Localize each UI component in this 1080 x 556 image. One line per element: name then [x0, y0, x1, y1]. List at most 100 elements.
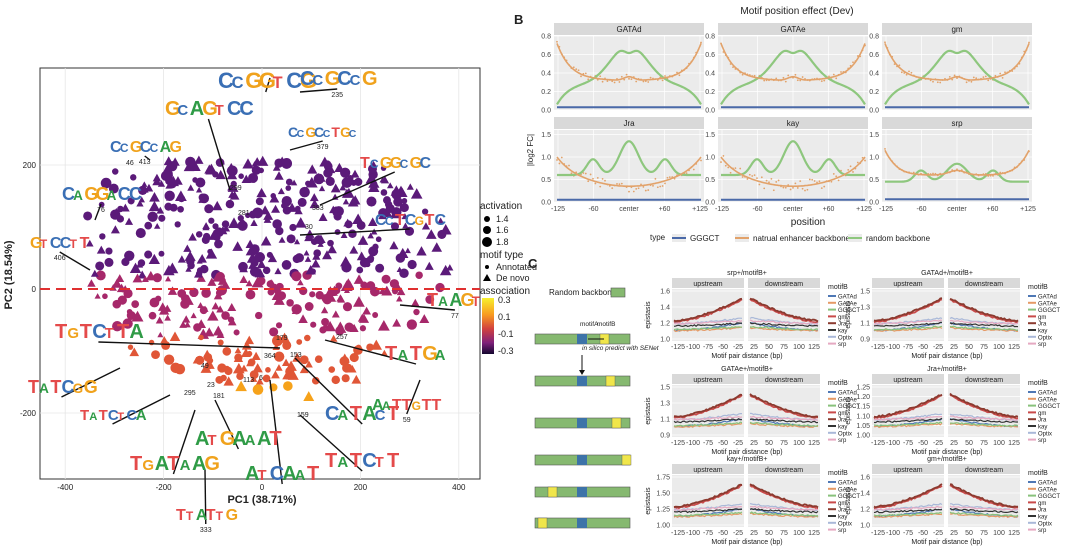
de-novo-point	[312, 252, 321, 260]
annotated-point	[407, 259, 417, 270]
motif-logo-letter: T	[55, 321, 67, 343]
epistasis-strip-label: downstream	[965, 467, 1003, 474]
de-novo-point	[304, 256, 312, 262]
epistasis-strip	[672, 278, 744, 288]
epistasis-legend-label: GGGCT	[1038, 308, 1060, 314]
annotated-point	[399, 203, 409, 213]
natural-backbone-point	[601, 177, 604, 180]
de-novo-point	[256, 259, 267, 269]
de-novo-point	[347, 196, 359, 207]
de-novo-point	[164, 314, 171, 321]
de-novo-point	[439, 264, 452, 276]
motif-logo-letter: T	[176, 507, 186, 524]
annotated-point	[155, 295, 162, 302]
natural-backbone-point	[746, 178, 749, 180]
annotated-point	[111, 168, 119, 175]
epistasis-x-tick: -125	[871, 440, 885, 447]
epistasis-legend-label: GGGCT	[1038, 494, 1060, 500]
annotated-point	[165, 176, 174, 185]
motif-logo-letter: G	[142, 457, 154, 474]
point-id-label: 6	[259, 375, 263, 382]
annotated-point	[342, 302, 353, 312]
annotated-point	[275, 226, 284, 236]
activation-size-medium	[483, 226, 491, 234]
motif-id-label: 406	[54, 255, 66, 262]
facet-x-tick: +125	[692, 206, 708, 213]
annotated-point	[224, 365, 230, 372]
natural-backbone-point	[724, 164, 727, 167]
motif-logo-letter: C	[286, 68, 302, 93]
motif-logo-letter: A	[257, 428, 271, 450]
natural-backbone-point	[982, 76, 985, 79]
de-novo-point	[309, 199, 320, 209]
motif-logo-letter: A	[337, 454, 348, 471]
epistasis-legend-title: motifB	[828, 284, 848, 291]
facet-strip	[882, 117, 1032, 129]
annotated-point	[174, 221, 181, 228]
de-novo-point	[216, 305, 225, 313]
motif-logo-letter: A	[136, 407, 147, 424]
de-novo-point	[179, 320, 187, 328]
epistasis-strip	[872, 278, 944, 288]
motif-logo-letter: T	[167, 453, 179, 475]
epistasis-legend-label: gm	[1038, 501, 1046, 507]
motif-logo-letter: T	[50, 377, 61, 397]
activation-size-large	[482, 237, 492, 247]
epistasis-series-line	[873, 421, 943, 428]
de-novo-point	[397, 247, 409, 258]
annotated-point	[328, 366, 336, 373]
natural-backbone-point	[618, 81, 621, 83]
y-tick-label: 200	[23, 161, 37, 170]
motif-logo-letter: A	[129, 321, 143, 343]
annotated-point	[309, 291, 316, 298]
motifB-block	[605, 375, 616, 387]
assoc-tick-4: -0.3	[498, 346, 514, 356]
motif-logo-letter: T	[395, 212, 405, 229]
de-novo-point	[229, 190, 240, 200]
annotated-point	[345, 363, 352, 371]
annotated-point	[195, 231, 203, 238]
natural-backbone-point	[804, 189, 806, 192]
epistasis-y-tick: 1.5	[860, 289, 870, 296]
natural-backbone-point	[772, 189, 775, 192]
epistasis-x-tick: 125	[1008, 440, 1020, 447]
de-novo-point	[362, 306, 371, 315]
motifB-block	[611, 417, 622, 429]
de-novo-point	[410, 188, 423, 199]
de-novo-point	[352, 213, 364, 225]
natural-backbone-point	[572, 66, 575, 69]
point-id-label: 295	[184, 390, 196, 397]
annotated-marker	[485, 265, 489, 269]
annotated-point	[199, 264, 209, 274]
epistasis-series-line	[873, 319, 943, 325]
motif-logo-letter: C	[218, 68, 234, 93]
motif-logo-letter: C	[120, 141, 129, 155]
facet-strip	[554, 23, 704, 35]
motif-logo-letter: A	[155, 453, 169, 475]
motif-logo-letter: C	[435, 212, 447, 229]
epistasis-x-tick: -125	[671, 344, 685, 351]
de-novo-point	[197, 302, 204, 308]
motif-logo-letter: A	[397, 347, 408, 364]
annotated-point	[380, 165, 387, 171]
annotated-point	[265, 367, 271, 373]
epistasis-x-tick: 50	[765, 440, 773, 447]
motif-logo-letter: C	[400, 157, 409, 171]
natural-backbone-point	[905, 73, 908, 76]
epistasis-y-tick: 1.20	[856, 394, 870, 401]
de-novo-point	[278, 236, 286, 243]
motif-logo-letter: C	[323, 128, 331, 140]
epistasis-legend-label: srp	[838, 528, 847, 534]
annotated-point	[372, 243, 379, 251]
annotated-point	[314, 355, 323, 364]
natural-backbone-point	[635, 187, 638, 190]
motif-logo-letter: A	[295, 467, 306, 484]
epistasis-legend-label: GATAd	[838, 295, 857, 301]
epistasis-y-tick: 1.25	[856, 385, 870, 392]
epistasis-series-line	[749, 421, 819, 427]
epistasis-strip	[748, 464, 820, 474]
de-novo-point	[446, 264, 454, 271]
epistasis-strip-label: upstream	[693, 467, 722, 474]
epistasis-y-tick: 1.25	[656, 507, 670, 514]
